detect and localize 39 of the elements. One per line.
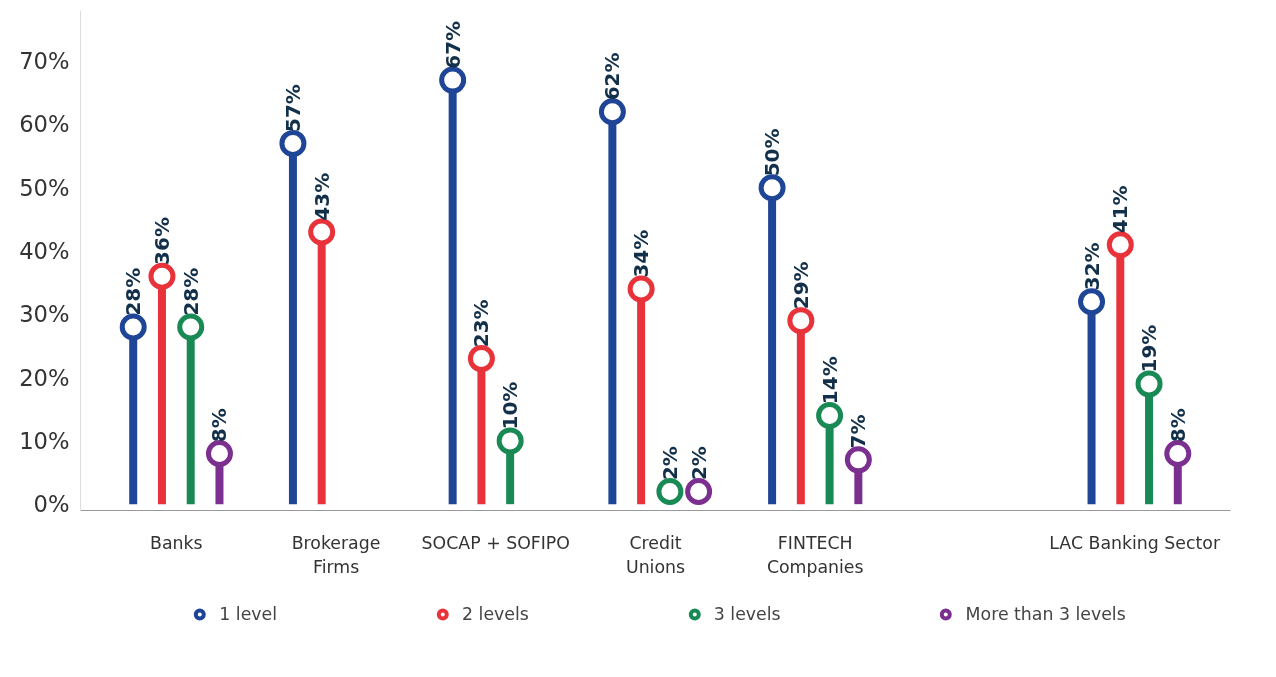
x-tick-label: LAC Banking Sector [1049, 532, 1221, 553]
y-tick-label: 10% [19, 427, 70, 454]
y-tick-label: 70% [19, 48, 70, 75]
data-label: 28% [178, 267, 203, 316]
x-tick-label: FINTECH Companies [766, 532, 864, 577]
y-tick-label: 40% [19, 238, 70, 265]
data-label: 32% [1079, 242, 1104, 291]
data-label: 62% [600, 52, 625, 101]
data-label: 34% [629, 229, 654, 278]
data-label: 19% [1137, 324, 1162, 373]
data-label: 50% [760, 128, 785, 177]
x-tick-label: Brokerage Firms [291, 532, 381, 577]
data-label: 29% [788, 261, 813, 310]
x-tick-label: Banks [150, 532, 203, 553]
legend-label: More than 3 levels [965, 604, 1126, 624]
x-tick-label: SOCAP + SOFIPO [421, 532, 570, 553]
data-label: 67% [440, 20, 465, 69]
y-tick-label: 20% [19, 364, 70, 391]
data-label: 10% [498, 381, 523, 430]
data-label: 41% [1108, 185, 1133, 234]
data-label: 36% [149, 217, 174, 265]
x-tick-label: Credit Unions [625, 532, 686, 577]
data-label: 8% [1165, 408, 1190, 443]
legend-label: 1 level [219, 604, 278, 624]
data-label: 2% [686, 446, 711, 481]
data-label: 43% [309, 172, 334, 221]
y-tick-label: 0% [33, 491, 70, 518]
legend-label: 2 levels [462, 604, 529, 624]
data-label: 8% [207, 408, 232, 443]
y-tick-label: 60% [19, 111, 70, 138]
data-label: 23% [469, 299, 494, 348]
data-label: 2% [657, 446, 682, 481]
legend-label: 3 levels [713, 604, 781, 624]
data-label: 14% [817, 356, 842, 405]
data-label: 7% [846, 414, 871, 449]
data-label: 28% [121, 267, 146, 316]
data-label: 57% [280, 84, 305, 133]
y-tick-label: 30% [19, 301, 70, 328]
y-tick-label: 50% [19, 174, 70, 201]
